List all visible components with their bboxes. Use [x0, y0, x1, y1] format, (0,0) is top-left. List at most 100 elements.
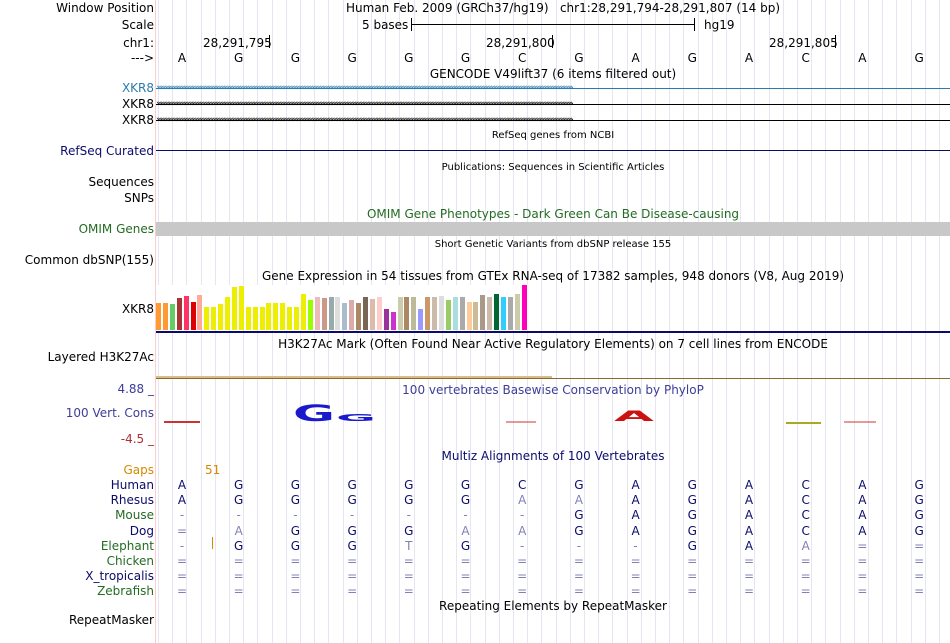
gtex-tissue-bar[interactable]	[245, 306, 251, 330]
gtex-tissue-bar[interactable]	[294, 306, 299, 330]
gtex-tissue-bar[interactable]	[238, 286, 244, 330]
gtex-tissue-bar[interactable]	[390, 312, 396, 330]
gtex-tissue-bar[interactable]	[287, 306, 293, 330]
gtex-tissue-bar[interactable]	[459, 297, 465, 330]
gtex-tissue-bar[interactable]	[349, 300, 355, 330]
gtex-bar-chart[interactable]	[156, 285, 536, 330]
gtex-tissue-bar[interactable]	[383, 309, 389, 330]
omim-feature-bar[interactable]	[156, 222, 950, 236]
omim-label[interactable]: OMIM Genes	[78, 222, 154, 236]
gtex-tissue-bar[interactable]	[225, 297, 230, 330]
conservation-logo[interactable]: G G A	[156, 398, 950, 428]
gtex-tissue-bar[interactable]	[418, 309, 424, 330]
gtex-tissue-bar[interactable]	[183, 296, 189, 330]
gtex-tissue-bar[interactable]	[473, 301, 479, 330]
gtex-tissue-bar[interactable]	[507, 297, 513, 330]
gtex-tissue-bar[interactable]	[466, 301, 472, 330]
gtex-tissue-bar[interactable]	[314, 297, 320, 330]
dbsnp-track-title[interactable]: Short Genetic Variants from dbSNP releas…	[434, 239, 672, 250]
gencode-item-label-3[interactable]: XKR8	[121, 113, 154, 127]
gtex-tissue-bar[interactable]	[266, 303, 272, 330]
gencode-transcript-2[interactable]: ››››››››››››››››››››››››››››››››››››››››…	[156, 97, 950, 111]
gtex-tissue-bar[interactable]	[197, 295, 203, 330]
gtex-tissue-bar[interactable]	[369, 298, 375, 330]
gtex-label[interactable]: XKR8	[121, 302, 154, 316]
gtex-tissue-bar[interactable]	[169, 303, 175, 330]
gtex-tissue-bar[interactable]	[438, 296, 444, 330]
gtex-tissue-bar[interactable]	[156, 303, 161, 330]
gtex-tissue-bar[interactable]	[328, 297, 334, 330]
gtex-tissue-bar[interactable]	[273, 303, 279, 330]
gtex-tissue-bar[interactable]	[300, 294, 306, 330]
aligned-base: G	[234, 493, 244, 508]
h3k27ac-label[interactable]: Layered H3K27Ac	[47, 350, 154, 364]
gtex-tissue-bar[interactable]	[231, 287, 237, 330]
gtex-tissue-bar[interactable]	[411, 297, 417, 330]
sequences-label[interactable]: Sequences	[88, 175, 154, 189]
gtex-tissue-bar[interactable]	[397, 297, 403, 330]
gtex-tissue-bar[interactable]	[162, 303, 168, 330]
cons-track-title[interactable]: 100 vertebrates Basewise Conservation by…	[402, 383, 704, 397]
reference-base: A	[858, 51, 867, 65]
gtex-tissue-bar[interactable]	[342, 303, 348, 330]
gencode-transcript-3[interactable]: ››››››››››››››››››››››››››››››››››››››››…	[156, 113, 950, 127]
refseq-label[interactable]: RefSeq Curated	[60, 144, 154, 158]
gtex-tissue-bar[interactable]	[404, 297, 410, 330]
gtex-tissue-bar[interactable]	[259, 306, 265, 330]
gtex-tissue-bar[interactable]	[432, 297, 437, 330]
gencode-track-title[interactable]: GENCODE V49lift37 (6 items filtered out)	[429, 67, 677, 81]
refseq-gene-line[interactable]	[156, 150, 950, 151]
aligned-base: =	[743, 554, 755, 568]
species-label[interactable]: Elephant	[100, 538, 154, 553]
gtex-tissue-bar[interactable]	[335, 297, 341, 330]
gtex-tissue-bar[interactable]	[514, 294, 520, 330]
multiz-track-title[interactable]: Multiz Alignments of 100 Vertebrates	[441, 449, 665, 463]
snps-label[interactable]: SNPs	[124, 191, 154, 205]
grid-line	[697, 0, 699, 643]
gencode-item-label-1[interactable]: XKR8	[121, 81, 154, 95]
species-label[interactable]: Dog	[129, 523, 154, 538]
gtex-tissue-bar[interactable]	[356, 303, 362, 330]
species-label[interactable]: Zebrafish	[97, 584, 154, 599]
gtex-tissue-bar[interactable]	[190, 301, 196, 330]
species-label[interactable]: Rhesus	[110, 493, 154, 508]
gtex-tissue-bar[interactable]	[211, 306, 217, 330]
refseq-track-title[interactable]: RefSeq genes from NCBI	[491, 130, 615, 141]
publications-track-title[interactable]: Publications: Sequences in Scientific Ar…	[441, 162, 665, 173]
gtex-tissue-bar[interactable]	[280, 303, 286, 330]
gtex-tissue-bar[interactable]	[252, 306, 258, 330]
gtex-tissue-bar[interactable]	[321, 297, 327, 330]
gtex-tissue-bar[interactable]	[487, 297, 493, 330]
h3k27ac-signal-line[interactable]	[156, 378, 950, 379]
gtex-tissue-bar[interactable]	[480, 295, 486, 330]
species-label[interactable]: X_tropicalis	[85, 569, 154, 584]
species-label[interactable]: Mouse	[115, 508, 154, 523]
gtex-tissue-bar[interactable]	[425, 297, 431, 330]
gencode-item-label-2[interactable]: XKR8	[121, 97, 154, 111]
aligned-base: G	[347, 478, 357, 492]
gtex-tissue-bar[interactable]	[176, 297, 182, 330]
gtex-tissue-bar[interactable]	[218, 304, 224, 330]
gtex-tissue-bar[interactable]	[307, 300, 313, 330]
gtex-tissue-bar[interactable]	[445, 300, 451, 330]
h3k27ac-signal-highlight[interactable]	[156, 376, 552, 378]
cons-label[interactable]: 100 Vert. Cons	[65, 406, 154, 420]
omim-track-title[interactable]: OMIM Gene Phenotypes - Dark Green Can Be…	[366, 207, 740, 221]
gtex-tissue-bar[interactable]	[363, 297, 368, 330]
gtex-tissue-bar[interactable]	[494, 294, 500, 330]
gtex-tissue-bar[interactable]	[376, 297, 382, 330]
species-label[interactable]: Chicken	[106, 554, 154, 568]
gtex-tissue-bar[interactable]	[452, 297, 458, 330]
dbsnp-label[interactable]: Common dbSNP(155)	[24, 253, 154, 267]
gtex-tissue-bar[interactable]	[521, 285, 527, 330]
gtex-tissue-bar[interactable]	[204, 306, 210, 330]
species-label[interactable]: Human	[110, 478, 154, 492]
gtex-track-title[interactable]: Gene Expression in 54 tissues from GTEx …	[261, 269, 845, 283]
gtex-tissue-bar[interactable]	[501, 297, 506, 330]
repeatmasker-label[interactable]: RepeatMasker	[68, 613, 154, 627]
h3k27ac-track-title[interactable]: H3K27Ac Mark (Often Found Near Active Re…	[278, 337, 828, 351]
gencode-transcript-1[interactable]: ››››››››››››››››››››››››››››››››››››››››…	[156, 81, 950, 95]
repeatmasker-track-title[interactable]: Repeating Elements by RepeatMasker	[439, 599, 667, 613]
